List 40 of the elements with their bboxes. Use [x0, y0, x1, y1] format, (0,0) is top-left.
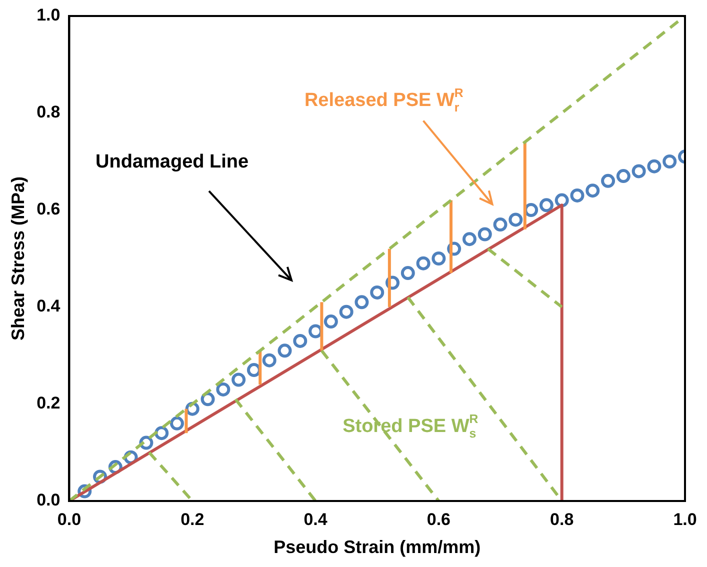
point [370, 285, 384, 300]
point [601, 174, 616, 188]
point [586, 184, 600, 198]
point [662, 154, 677, 168]
point [508, 212, 523, 227]
point [432, 252, 446, 266]
x-tick-label: 0.2 [180, 510, 204, 529]
y-axis-title: Shear Stress (MPa) [8, 176, 28, 341]
x-tick-label: 0.6 [426, 510, 451, 529]
x-tick-label: 0.8 [550, 510, 574, 529]
point [570, 188, 584, 202]
point [462, 232, 476, 246]
y-tick-label: 0.4 [36, 296, 61, 316]
point [170, 416, 184, 430]
point [493, 218, 508, 232]
x-tick-label: 0.0 [57, 510, 82, 529]
point [278, 344, 292, 358]
point [216, 382, 230, 396]
point [400, 266, 415, 280]
point [324, 314, 338, 329]
point [293, 334, 308, 348]
y-tick-label: 0.8 [36, 102, 60, 122]
x-axis-title: Pseudo Strain (mm/mm) [274, 537, 481, 558]
point [262, 353, 276, 368]
annotation: Undamaged Line [96, 152, 249, 173]
point [354, 295, 369, 310]
point [416, 256, 430, 270]
x-tick-label: 1.0 [673, 510, 697, 529]
point [232, 372, 246, 387]
point [539, 198, 554, 212]
y-tick-label: 0.2 [36, 394, 60, 413]
y-tick-label: 0.0 [36, 490, 60, 510]
point [616, 169, 630, 184]
y-tick-label: 0.6 [36, 200, 60, 219]
point [339, 304, 354, 319]
point [478, 227, 492, 242]
point [647, 159, 662, 174]
point [632, 164, 646, 178]
x-tick-label: 0.4 [304, 510, 328, 529]
y-tick-label: 1.0 [36, 6, 60, 25]
